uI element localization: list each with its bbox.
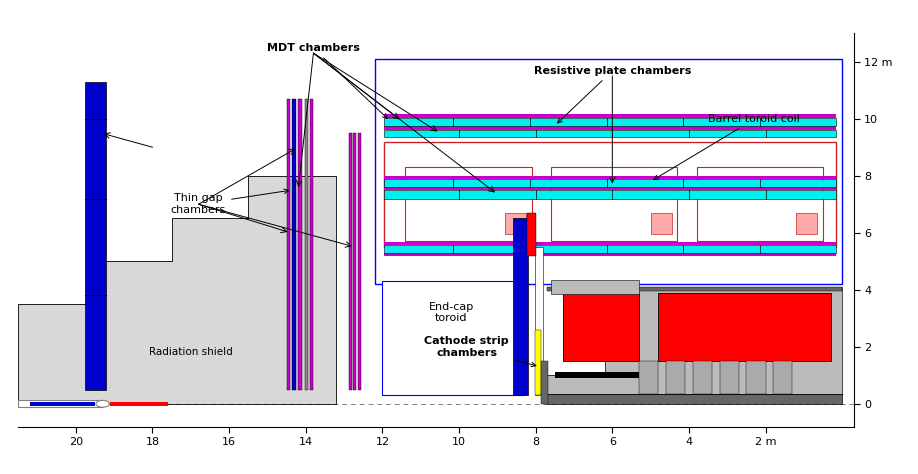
Bar [385,126,836,129]
Bar [563,292,639,361]
Bar [305,99,308,390]
Bar [383,281,524,395]
Bar [385,187,836,190]
Bar [18,401,103,407]
Text: Barrel toroid coil: Barrel toroid coil [654,114,800,180]
Text: MDT chambers: MDT chambers [267,43,387,118]
Text: Cathode strip
chambers: Cathode strip chambers [424,336,536,367]
Bar [505,213,526,234]
Text: Thin gap
chambers: Thin gap chambers [171,189,288,215]
Bar [639,361,658,394]
Text: Resistive plate chambers: Resistive plate chambers [533,66,691,123]
Bar [349,133,352,390]
Bar [385,242,836,245]
Bar [110,402,168,405]
Bar [292,99,297,390]
Bar [651,213,672,234]
Bar [309,99,313,390]
Text: Radiation shield: Radiation shield [149,347,232,357]
Ellipse shape [96,401,109,407]
Polygon shape [18,176,336,404]
Bar [535,247,543,395]
Bar [693,361,712,394]
Bar [385,179,836,187]
Bar [527,213,536,255]
Bar [547,394,842,404]
Bar [406,167,532,241]
Bar [666,361,685,394]
Polygon shape [547,287,842,394]
Bar [551,280,639,294]
Bar [385,129,836,137]
Text: End-cap
toroid: End-cap toroid [429,302,474,323]
Bar [385,176,836,179]
Bar [746,361,766,394]
Bar [385,114,836,118]
Bar [697,167,823,241]
Bar [385,245,836,253]
Bar [358,133,361,390]
Bar [547,287,842,291]
Bar [353,133,356,390]
Bar [554,372,639,378]
Bar [286,99,290,390]
Bar [385,253,836,256]
Bar [85,82,106,390]
Bar [30,402,95,405]
Bar [551,167,677,241]
Bar [773,361,792,394]
Bar [720,361,739,394]
Bar [375,59,842,284]
Bar [385,142,836,247]
Bar [541,361,548,404]
Bar [298,99,302,390]
Bar [796,213,817,234]
Bar [513,219,528,395]
Bar [658,292,831,361]
Bar [385,190,836,199]
Bar [385,118,836,126]
Bar [534,330,542,395]
